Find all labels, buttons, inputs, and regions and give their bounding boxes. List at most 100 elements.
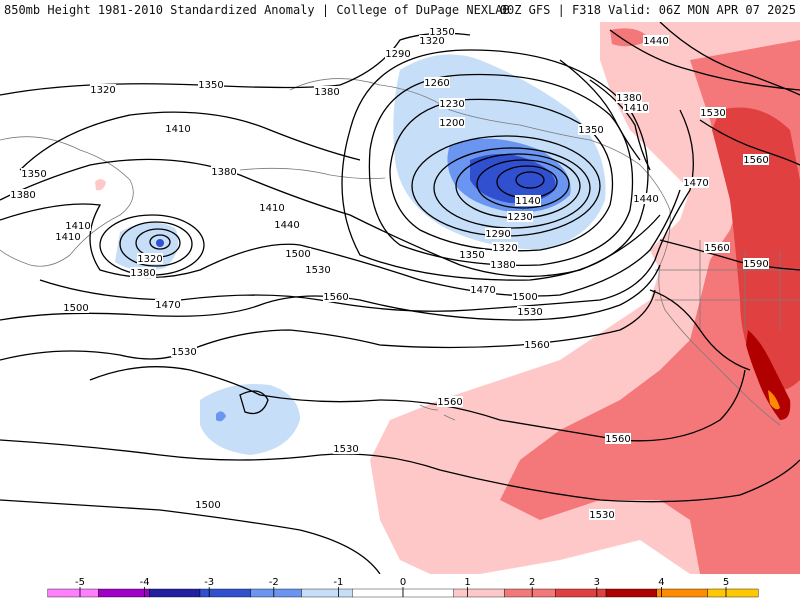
legend-tick-label: -2	[269, 577, 279, 588]
contour-label: 1410	[65, 221, 90, 232]
contour-label: 1380	[616, 93, 641, 104]
contour-label-bg	[21, 168, 47, 179]
contour-label: 1320	[137, 254, 162, 265]
contour-label-bg	[492, 242, 518, 253]
contour-label-bg	[512, 291, 538, 302]
contour-label-bg	[171, 346, 197, 357]
anomaly-area-plus-5	[768, 390, 780, 410]
contour-line	[0, 189, 681, 297]
contour-label-bg	[490, 259, 516, 270]
contour-label: 1440	[274, 220, 299, 231]
contour-label-bg	[485, 228, 511, 239]
legend-tick-label: -3	[204, 577, 214, 588]
contour-label-bg	[470, 284, 496, 295]
map-canvas: 1350132012901260123012001140123012901320…	[0, 22, 800, 574]
contour-line	[559, 59, 641, 161]
contour-line	[659, 239, 800, 271]
anomaly-area-plus-1b	[95, 179, 106, 191]
anomaly-area-minus-1b	[200, 384, 300, 455]
contour-label: 1560	[605, 434, 630, 445]
contour-label: 1410	[165, 124, 190, 135]
contour-label: 1230	[507, 212, 532, 223]
contour-label: 1560	[323, 292, 348, 303]
legend-swatch	[555, 588, 607, 598]
contour-line	[433, 147, 591, 229]
contour-label: 1200	[439, 118, 464, 129]
contour-label-bg	[419, 35, 445, 46]
contour-label-bg	[439, 117, 465, 128]
coastline-hawaii	[419, 404, 456, 421]
legend-swatch	[656, 588, 708, 598]
legend-color-bars	[47, 588, 759, 598]
contour-label: 1590	[743, 259, 768, 270]
contour-label-bg	[55, 231, 81, 242]
contour-label: 1350	[429, 27, 454, 38]
legend-swatch	[504, 588, 556, 598]
contour-line	[341, 49, 649, 281]
anomaly-map: 1350 1320 1290 1260 1230 1200 1140 1230 1290 1320…	[0, 22, 800, 574]
contour-label: 1290	[485, 229, 510, 240]
contour-label-bg	[743, 258, 769, 269]
legend-swatch	[352, 588, 404, 598]
contour-label-bg	[578, 124, 604, 135]
contour-line	[239, 390, 269, 415]
contour-label-bg	[683, 177, 709, 188]
contour-line	[659, 22, 800, 96]
contour-label: 1410	[55, 232, 80, 243]
contour-label-bg	[305, 264, 331, 275]
contour-line	[0, 264, 661, 321]
contour-label-bg	[429, 26, 455, 37]
contour-label-bg	[623, 102, 649, 113]
contour-label: 1440	[643, 36, 668, 47]
contour-label: 1560	[437, 397, 462, 408]
contour-label-bg	[137, 253, 163, 264]
contour-label: 1530	[517, 307, 542, 318]
contour-label: 1530	[589, 510, 614, 521]
legend-swatch	[605, 588, 657, 598]
contour-label: 1500	[195, 500, 220, 511]
legend-swatch	[98, 588, 150, 598]
anomaly-area-plus-3	[712, 107, 800, 390]
legend-tick-label: -5	[75, 577, 85, 588]
contour-line	[589, 79, 651, 171]
anomaly-area-plus-4	[746, 330, 791, 420]
contour-line	[609, 29, 800, 91]
coastline-aleutians	[239, 167, 386, 179]
legend-swatch	[402, 588, 454, 598]
contour-label: 1290	[385, 49, 410, 60]
contour-label-bg	[605, 433, 631, 444]
contour-label-bg	[323, 291, 349, 302]
legend-tick-label: -4	[140, 577, 150, 588]
legend-swatch	[453, 588, 505, 598]
contour-label-bg	[285, 248, 311, 259]
contour-label: 1530	[333, 444, 358, 455]
contour-label: 1560	[743, 155, 768, 166]
contour-label: 1410	[623, 103, 648, 114]
contour-label: 1140	[515, 196, 540, 207]
contour-label: 1500	[512, 292, 537, 303]
legend-swatch	[149, 588, 201, 598]
contour-label-bg	[314, 86, 340, 97]
contour-label-bg	[198, 79, 224, 90]
contour-label-bg	[63, 302, 89, 313]
contour-label-bg	[424, 77, 450, 88]
legend-tick-labels: -5 -4 -3 -2 -1 0 1 2 3 4 5	[75, 577, 729, 597]
contour-label-bg	[195, 499, 221, 510]
contour-label: 1560	[704, 243, 729, 254]
contour-label: 1380	[10, 190, 35, 201]
contour-line	[0, 158, 661, 278]
legend-tick-label: 2	[529, 577, 535, 588]
contour-label: 1260	[424, 78, 449, 89]
contour-label-bg	[274, 219, 300, 230]
contour-label-bg	[130, 267, 156, 278]
legend-swatch	[250, 588, 302, 598]
contour-label-bg	[524, 339, 550, 350]
contour-line	[368, 73, 634, 266]
contour-label-bg	[743, 154, 769, 165]
contour-label: 1560	[524, 340, 549, 351]
contour-line	[699, 119, 800, 166]
anomaly-area-minus-2b	[216, 411, 226, 422]
contour-label: 1380	[490, 260, 515, 271]
contour-label-bg	[165, 123, 191, 134]
contour-line	[119, 221, 193, 267]
